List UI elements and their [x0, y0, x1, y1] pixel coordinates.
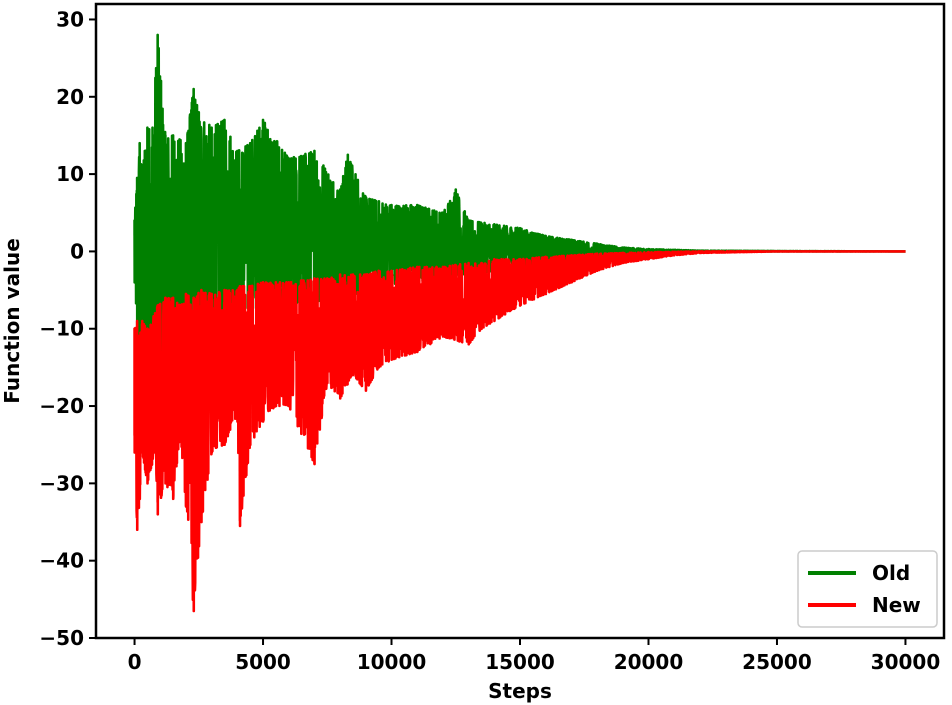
x-tick-label: 20000	[614, 650, 684, 674]
y-axis: −50 −40 −30 −20 −10 0 10 20 30	[39, 7, 96, 650]
y-tick-label: 0	[70, 239, 84, 263]
legend-label-old: Old	[872, 561, 910, 585]
y-tick-label: 20	[56, 85, 84, 109]
y-tick-label: −30	[39, 471, 84, 495]
y-tick-label: 30	[56, 7, 84, 31]
x-tick-label: 25000	[742, 650, 812, 674]
legend: Old New	[797, 550, 938, 628]
y-tick-label: 10	[56, 162, 84, 186]
x-tick-label: 15000	[485, 650, 555, 674]
y-tick-label: −20	[39, 394, 84, 418]
legend-label-new: New	[872, 593, 921, 617]
y-tick-label: −40	[39, 549, 84, 573]
series-line-new	[133, 250, 907, 613]
x-tick-label: 0	[128, 650, 142, 674]
y-axis-label: Function value	[0, 238, 24, 404]
legend-box	[797, 550, 938, 628]
x-tick-label: 10000	[357, 650, 427, 674]
x-tick-label: 5000	[235, 650, 291, 674]
x-tick-label: 30000	[871, 650, 941, 674]
y-tick-label: −50	[39, 626, 84, 650]
x-axis-label: Steps	[488, 679, 552, 703]
series-layer	[133, 33, 907, 613]
y-tick-label: −10	[39, 317, 84, 341]
x-axis: 0 5000 10000 15000 20000 25000 30000	[128, 638, 941, 674]
